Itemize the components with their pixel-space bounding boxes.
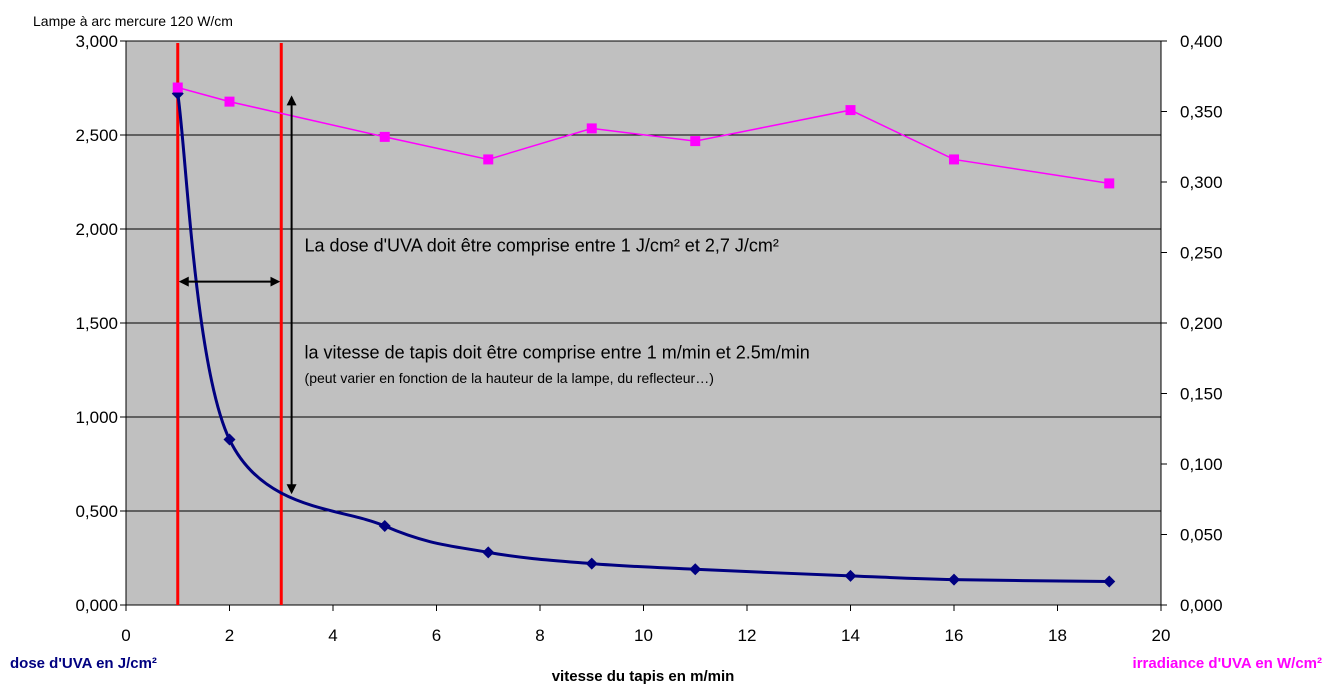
data-point [483,154,494,165]
x-tick-label: 12 [738,626,757,645]
y-right-tick-label: 0,150 [1180,385,1223,404]
axes [120,40,1167,611]
y-left-axis-label: dose d'UVA en J/cm² [10,655,157,672]
annotations: La dose d'UVA doit être comprise entre 1… [305,236,810,387]
y-right-tick-label: 0,400 [1180,32,1223,51]
series-2 [172,82,1115,189]
data-point [1104,178,1115,189]
x-tick-label: 8 [535,626,544,645]
plot-frame [125,40,1162,606]
y-right-tick-label: 0,250 [1180,244,1223,263]
data-point [586,123,597,134]
y-right-tick-labels: 0,000 0,050 0,100 0,150 0,200 0,250 0,300 0,350… [1180,32,1223,615]
y-right-tick-label: 0,200 [1180,314,1223,333]
x-tick-label: 0 [121,626,130,645]
data-point [949,154,959,165]
x-tick-labels: 0 2 4 6 8 10 12 14 16 18 20 [121,626,1170,645]
y-left-tick-label: 2,500 [75,126,118,145]
y-left-tick-label: 0,000 [75,596,118,615]
data-point [224,96,235,107]
x-tick-label: 16 [945,626,964,645]
y-right-tick-label: 0,300 [1180,173,1223,192]
data-point [482,546,495,559]
series-1 [171,87,1116,588]
y-right-tick-label: 0,350 [1180,103,1223,122]
gridlines [126,134,1161,512]
y-right-tick-label: 0,000 [1180,596,1223,615]
data-point [172,82,183,93]
y-left-tick-label: 1,000 [75,408,118,427]
data-point [378,520,391,533]
x-tick-label: 6 [432,626,441,645]
data-point [1103,575,1116,588]
x-tick-label: 20 [1152,626,1171,645]
y-left-tick-label: 2,000 [75,220,118,239]
data-point [585,557,598,570]
y-right-tick-label: 0,100 [1180,455,1223,474]
x-tick-label: 4 [328,626,337,645]
data-series [171,82,1116,588]
x-tick-label: 14 [841,626,860,645]
annotation-text: (peut varier en fonction de la hauteur d… [305,370,714,386]
x-tick-label: 18 [1048,626,1067,645]
chart-title: Lampe à arc mercure 120 W/cm [33,13,233,29]
data-point [948,573,960,586]
y-right-tick-label: 0,050 [1180,526,1223,545]
annotation-text: la vitesse de tapis doit être comprise e… [305,343,810,363]
y-left-tick-label: 1,500 [75,314,118,333]
x-axis-label: vitesse du tapis en m/min [552,668,735,684]
data-point [689,563,702,576]
reference-lines [176,43,283,605]
y-left-tick-label: 0,500 [75,502,118,521]
y-left-tick-labels: 0,000 0,500 1,000 1,500 2,000 2,500 3,000 [75,32,118,615]
data-point [844,569,857,582]
annotation-arrows [178,95,297,495]
x-tick-label: 10 [634,626,653,645]
y-left-tick-label: 3,000 [75,32,118,51]
data-point [379,131,390,142]
y-right-axis-label: irradiance d'UVA en W/cm² [1133,655,1322,672]
x-tick-label: 2 [225,626,234,645]
annotation-text: La dose d'UVA doit être comprise entre 1… [305,236,779,256]
data-point [845,105,856,116]
data-point [223,433,236,446]
data-point [690,136,701,147]
